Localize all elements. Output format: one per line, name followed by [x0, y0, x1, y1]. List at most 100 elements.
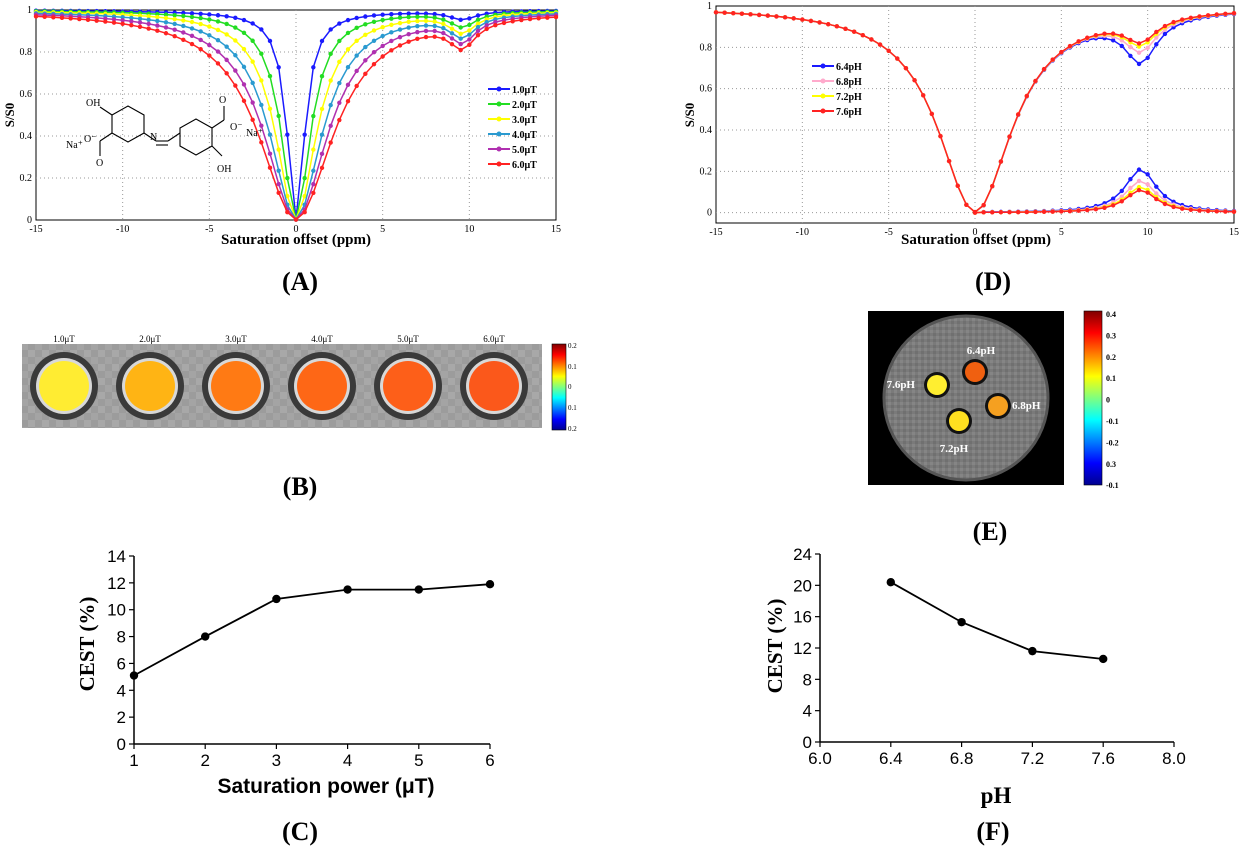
data-point: [363, 14, 368, 19]
data-point: [319, 151, 325, 157]
data-point: [137, 20, 143, 25]
data-point: [484, 23, 489, 28]
data-point: [250, 117, 255, 122]
x-tick-label: 4: [343, 751, 352, 770]
data-point: [467, 22, 472, 28]
chemical-structure-labels: OH Na⁺ O⁻ O N OH O⁻ Na⁺ O: [66, 95, 263, 175]
panel-a-chart: -15 -10 -5 0 5 10 15 0 0.2 0.4 0.6 0.8 1 Saturation …: [2, 5, 561, 296]
data-point: [311, 147, 316, 152]
y-tick-label: 0.6: [20, 89, 33, 100]
data-point: [172, 27, 177, 32]
panel-label-f: (F): [976, 817, 1009, 846]
data-point: [337, 100, 342, 105]
data-point: [201, 632, 210, 641]
data-point: [432, 34, 437, 39]
map-sample-2.0μT: 2.0μT: [116, 334, 184, 420]
data-point: [800, 17, 805, 22]
data-point: [1136, 44, 1142, 49]
data-point: [181, 23, 186, 29]
data-point: [259, 78, 264, 83]
data-point: [302, 210, 307, 215]
data-point: [181, 10, 186, 16]
data-point: [181, 18, 186, 23]
x-tick-label: 10: [1143, 227, 1153, 238]
data-point: [94, 18, 99, 23]
data-point: [345, 82, 351, 87]
data-point: [432, 23, 437, 29]
data-point: [345, 64, 351, 70]
data-point: [1099, 654, 1108, 664]
data-point: [181, 30, 186, 35]
data-point: [85, 17, 91, 23]
data-point: [415, 11, 420, 16]
data-point: [886, 578, 895, 587]
panel-b-colorbar: [551, 343, 567, 431]
map-sample-7.6pH: 7.6pH: [887, 372, 950, 398]
data-point: [328, 51, 333, 57]
data-point: [955, 183, 960, 188]
colorbar-tick: 0.1: [1106, 374, 1116, 383]
data-point: [328, 140, 333, 145]
data-point: [215, 19, 221, 24]
colorbar-tick: -0.2: [1106, 438, 1119, 447]
data-point: [441, 25, 446, 31]
data-point: [1145, 190, 1150, 195]
data-point: [423, 28, 429, 34]
data-point: [553, 14, 559, 20]
legend-label: 6.4pH: [836, 62, 862, 73]
azo-bond-2: [167, 132, 181, 142]
legend-label: 7.2pH: [836, 92, 862, 103]
sample-cest-value: [39, 361, 89, 411]
data-point: [441, 21, 446, 27]
data-point: [475, 24, 481, 30]
data-point: [1041, 66, 1047, 72]
data-point: [241, 64, 247, 70]
data-point: [938, 133, 943, 139]
data-point: [1067, 208, 1073, 214]
data-point: [1162, 193, 1168, 199]
y-tick-label: 2: [117, 708, 126, 727]
data-point: [276, 168, 281, 173]
data-point: [337, 59, 342, 65]
data-point: [189, 33, 195, 39]
data-point: [1145, 172, 1150, 177]
data-point: [397, 20, 403, 26]
data-point: [1033, 78, 1038, 84]
oh-bond-left: [99, 106, 113, 116]
x-tick-label: 6.4: [879, 749, 903, 768]
x-tick-label: -10: [796, 227, 809, 238]
data-point: [1136, 184, 1142, 190]
data-point: [363, 44, 368, 50]
data-point: [1110, 38, 1116, 43]
data-point: [449, 15, 455, 20]
data-point: [146, 26, 151, 31]
legend-marker: [496, 101, 502, 107]
data-point: [380, 54, 385, 59]
data-point: [1180, 17, 1185, 22]
data-point: [198, 37, 203, 43]
y-tick-label: 10: [107, 601, 126, 620]
data-point: [423, 14, 429, 20]
data-point: [276, 147, 281, 152]
data-point: [467, 37, 472, 42]
data-point: [259, 140, 264, 145]
data-point: [163, 15, 169, 21]
data-point: [1128, 44, 1133, 50]
data-point: [380, 12, 385, 17]
colorbar-tick: -0.1: [1106, 481, 1119, 490]
data-point: [877, 42, 883, 47]
data-point: [137, 16, 143, 21]
data-point: [1180, 206, 1185, 211]
data-point: [250, 38, 255, 43]
data-point: [120, 18, 125, 23]
data-point: [1171, 204, 1176, 210]
data-point: [1154, 191, 1159, 196]
data-point: [397, 43, 403, 48]
data-point: [207, 24, 212, 29]
data-point: [432, 15, 437, 20]
data-point: [389, 22, 394, 28]
x-tick-label: -5: [205, 224, 213, 235]
data-point: [42, 14, 47, 20]
data-point: [129, 22, 134, 28]
